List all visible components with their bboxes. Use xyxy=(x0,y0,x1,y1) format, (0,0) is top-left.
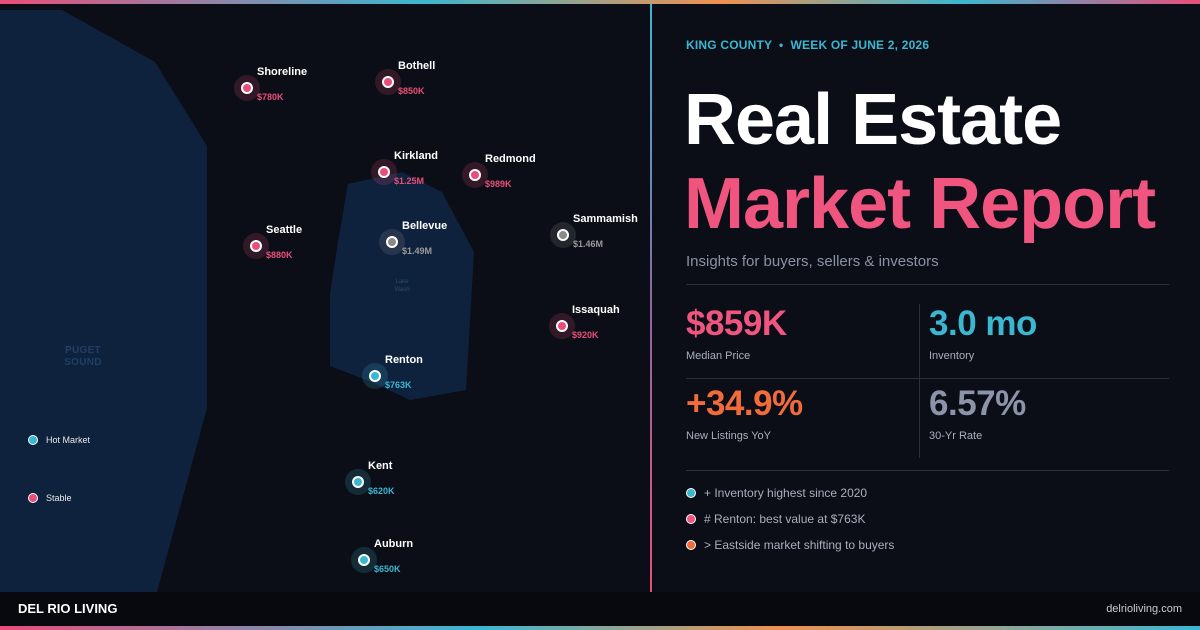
city-name: Kent xyxy=(368,460,393,472)
market-map: PUGET SOUND Lake Wash Shoreline $780K Bothe… xyxy=(0,4,650,592)
map-pin-icon xyxy=(352,476,364,488)
stat-value: +34.9% xyxy=(686,384,803,423)
city-name: Sammamish xyxy=(573,213,638,225)
city-price: $763K xyxy=(385,380,412,390)
city-price: $780K xyxy=(257,92,284,102)
city-name: Kirkland xyxy=(394,150,439,162)
map-pin-icon xyxy=(557,229,569,241)
stat-label: New Listings YoY xyxy=(686,430,771,442)
city-price: $989K xyxy=(485,179,512,189)
city-price: $650K xyxy=(374,564,401,574)
map-pin-icon xyxy=(369,370,381,382)
map-pin-icon xyxy=(382,76,394,88)
stat-inventory: 3.0 mo Inventory xyxy=(929,304,1037,362)
city-name: Redmond xyxy=(485,153,536,165)
map-pin-icon xyxy=(469,169,481,181)
stat-label: Median Price xyxy=(686,350,751,362)
city-price: $1.49M xyxy=(402,246,433,256)
stat-new-listings: +34.9% New Listings YoY xyxy=(686,384,803,442)
stat-value: $859K xyxy=(686,304,787,343)
bullet-icon xyxy=(686,514,696,524)
city-name: Shoreline xyxy=(257,66,308,78)
report-panel: KING COUNTY • WEEK OF JUNE 2, 2026 Real … xyxy=(652,4,1200,592)
city-price: $620K xyxy=(368,486,395,496)
report-title-line1: Real Estate xyxy=(684,80,1062,160)
puget-sound-label: PUGET SOUND xyxy=(64,345,102,368)
footer-bar: DEL RIO LIVING delrioliving.com xyxy=(0,592,1200,626)
city-name: Bothell xyxy=(398,60,436,72)
lake-label: Lake Wash xyxy=(394,279,410,293)
insight-item: + Inventory highest since 2020 xyxy=(686,486,867,500)
city-name: Auburn xyxy=(374,538,414,550)
map-pin-icon xyxy=(358,554,370,566)
city-price: $880K xyxy=(266,250,293,260)
stat-vertical-divider xyxy=(919,304,920,458)
brand-name: DEL RIO LIVING xyxy=(18,601,118,616)
map-pin-icon xyxy=(386,236,398,248)
report-eyebrow: KING COUNTY • WEEK OF JUNE 2, 2026 xyxy=(686,38,930,52)
lake-washington-shape xyxy=(330,172,474,400)
top-accent-stripe xyxy=(0,0,1200,4)
map-pin-icon xyxy=(250,240,262,252)
map-pin-icon xyxy=(556,320,568,332)
insight-item: > Eastside market shifting to buyers xyxy=(686,538,894,552)
stat-value: 6.57% xyxy=(929,384,1026,423)
stat-label: Inventory xyxy=(929,350,975,362)
bullet-icon xyxy=(686,540,696,550)
legend-stable: Stable xyxy=(28,493,72,503)
city-price: $1.25M xyxy=(394,176,425,186)
insight-text: + Inventory highest since 2020 xyxy=(704,486,868,500)
divider-line xyxy=(686,284,1169,285)
water-bodies xyxy=(0,10,474,592)
stat-value: 3.0 mo xyxy=(929,304,1037,343)
legend-hot-market: Hot Market xyxy=(28,435,90,445)
divider-line xyxy=(686,378,1169,379)
legend-label: Hot Market xyxy=(46,435,91,445)
city-price: $850K xyxy=(398,86,425,96)
puget-sound-shape xyxy=(0,10,207,592)
stat-label: 30-Yr Rate xyxy=(929,430,983,442)
city-price: $920K xyxy=(572,330,599,340)
stat-median-price: $859K Median Price xyxy=(686,304,787,362)
report-title-line2: Market Report xyxy=(684,164,1156,244)
map-pin-icon xyxy=(241,82,253,94)
bottom-accent-stripe xyxy=(0,626,1200,630)
legend-dot-icon xyxy=(28,435,38,445)
gradient-divider xyxy=(650,4,652,592)
map-pin-icon xyxy=(378,166,390,178)
city-name: Bellevue xyxy=(402,220,448,232)
insight-text: > Eastside market shifting to buyers xyxy=(704,538,895,552)
insight-text: # Renton: best value at $763K xyxy=(704,512,866,526)
report-subtitle: Insights for buyers, sellers & investors xyxy=(686,253,939,270)
city-name: Renton xyxy=(385,354,423,366)
website-link[interactable]: delrioliving.com xyxy=(1106,603,1182,615)
bullet-icon xyxy=(686,488,696,498)
stat-30yr-rate: 6.57% 30-Yr Rate xyxy=(929,384,1026,442)
city-name: Seattle xyxy=(266,224,303,236)
insight-item: # Renton: best value at $763K xyxy=(686,512,865,526)
city-price: $1.46M xyxy=(573,239,604,249)
legend-label: Stable xyxy=(46,493,72,503)
city-name: Issaquah xyxy=(572,304,620,316)
divider-line xyxy=(686,470,1169,471)
legend-dot-icon xyxy=(28,493,38,503)
